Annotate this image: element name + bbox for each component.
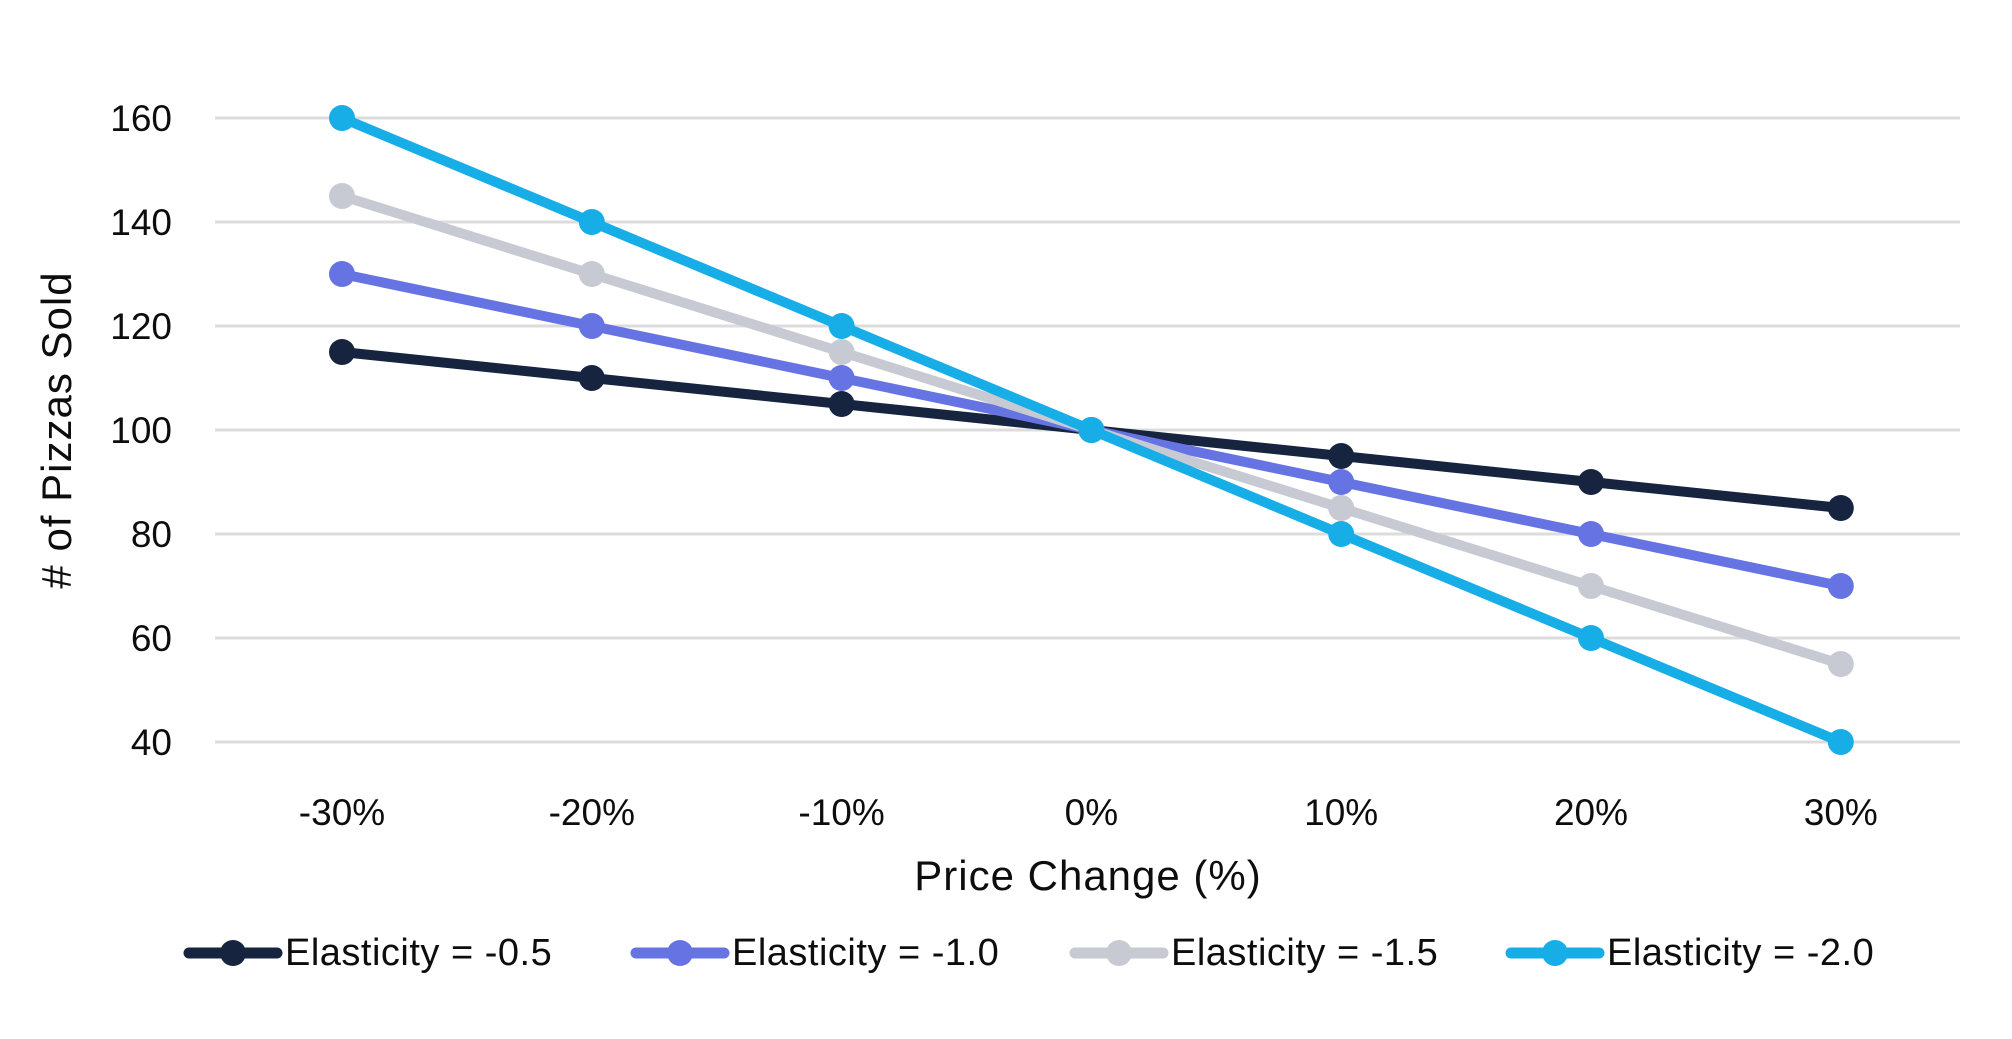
legend-swatch-dot — [220, 940, 246, 966]
x-tick-label: 30% — [1804, 792, 1878, 833]
data-point — [1827, 729, 1854, 755]
legend-swatch-dot — [1106, 940, 1132, 966]
x-tick-label: 0% — [1065, 792, 1118, 833]
legend-label: Elasticity = -0.5 — [285, 931, 553, 974]
y-tick-label: 120 — [110, 306, 172, 347]
x-tick-label: 10% — [1304, 792, 1378, 833]
legend-marker-icon — [630, 940, 730, 966]
x-tick-label: -10% — [798, 792, 884, 833]
data-point — [1578, 573, 1604, 599]
data-point — [578, 313, 605, 339]
data-point — [1827, 573, 1854, 599]
legend-item-1: Elasticity = -1.0 — [628, 928, 999, 978]
x-axis-title: Price Change (%) — [914, 852, 1262, 899]
data-point — [1578, 469, 1604, 495]
legend-item-3: Elasticity = -2.0 — [1503, 928, 1874, 978]
data-point — [329, 183, 355, 209]
legend-label: Elasticity = -2.0 — [1607, 931, 1875, 974]
data-point — [1328, 469, 1355, 495]
data-point — [329, 261, 355, 287]
data-point — [578, 209, 605, 235]
legend-marker-icon — [183, 940, 283, 966]
data-point — [1078, 417, 1105, 443]
y-tick-label: 40 — [131, 722, 172, 763]
data-point — [828, 391, 855, 417]
data-point — [1827, 651, 1854, 677]
x-tick-label: 20% — [1554, 792, 1628, 833]
y-tick-label: 60 — [131, 618, 172, 659]
data-point — [828, 365, 855, 391]
x-tick-label: -30% — [299, 792, 385, 833]
data-point — [578, 365, 605, 391]
data-point — [1328, 443, 1355, 469]
data-point — [828, 313, 855, 339]
legend-item-0: Elasticity = -0.5 — [181, 928, 552, 978]
legend: Elasticity = -0.5 Elasticity = -1.0 Elasti… — [0, 928, 2012, 978]
legend-swatch-dot — [1542, 940, 1568, 966]
data-point — [1328, 495, 1355, 521]
data-point — [329, 105, 355, 131]
legend-item-2: Elasticity = -1.5 — [1067, 928, 1438, 978]
data-point — [1578, 625, 1604, 651]
data-point — [1827, 495, 1854, 521]
y-tick-label: 140 — [110, 202, 172, 243]
y-tick-label: 160 — [110, 98, 172, 139]
y-tick-label: 100 — [110, 410, 172, 451]
data-point — [329, 339, 355, 365]
x-tick-label: -20% — [549, 792, 635, 833]
y-tick-label: 80 — [131, 514, 172, 555]
data-point — [1578, 521, 1604, 547]
legend-marker-icon — [1505, 940, 1605, 966]
data-point — [828, 339, 855, 365]
legend-label: Elasticity = -1.5 — [1171, 931, 1439, 974]
legend-swatch-dot — [667, 940, 693, 966]
data-point — [1328, 521, 1355, 547]
legend-label: Elasticity = -1.0 — [732, 931, 1000, 974]
legend-marker-icon — [1069, 940, 1169, 966]
data-point — [578, 261, 605, 287]
